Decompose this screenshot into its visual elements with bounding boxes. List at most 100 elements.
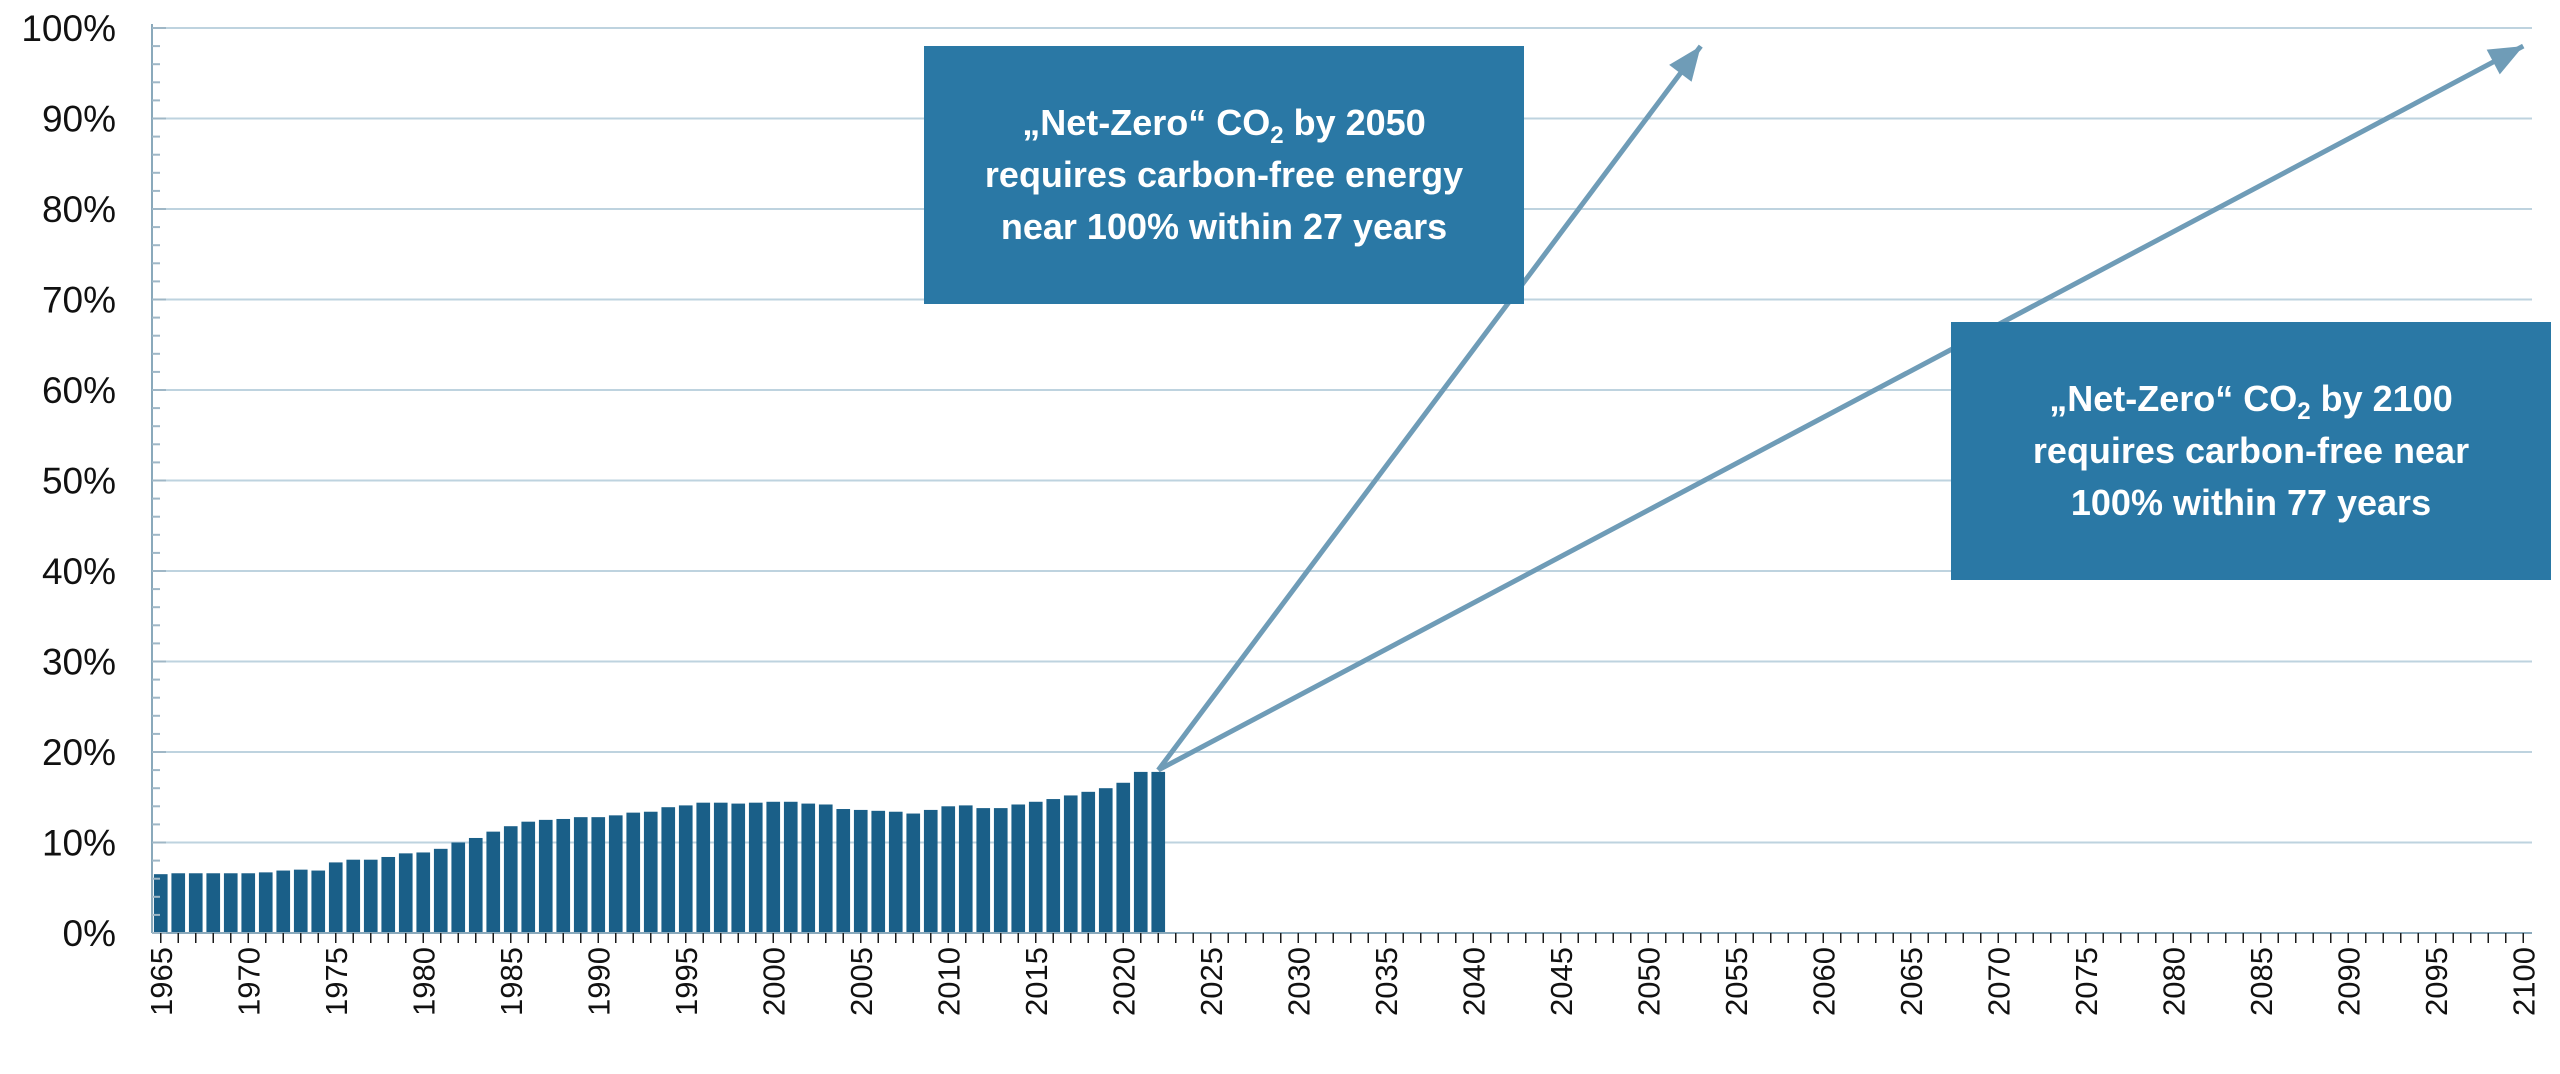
bar — [818, 804, 833, 933]
bar — [783, 801, 798, 933]
bar — [1046, 799, 1061, 933]
bar — [503, 826, 518, 933]
bar — [1116, 782, 1131, 933]
x-tick-label: 2030 — [1281, 947, 1316, 1016]
bar — [923, 809, 938, 933]
y-tick-label: 10% — [42, 823, 116, 864]
bar — [713, 802, 728, 933]
bar — [171, 873, 186, 933]
x-tick-label: 1985 — [494, 947, 529, 1016]
callout-line: „Net-Zero“ CO2 by 2050 — [924, 97, 1524, 149]
bar — [853, 809, 868, 933]
x-tick-label: 2035 — [1369, 947, 1404, 1016]
bar — [293, 869, 308, 933]
bar — [311, 870, 326, 933]
callout-text: by 2050 — [1283, 102, 1426, 143]
callout-text: requires carbon-free energy — [984, 154, 1464, 195]
bar — [748, 802, 763, 933]
x-tick-label: 2050 — [1631, 947, 1666, 1016]
callout-text: „Net-Zero“ CO — [2049, 378, 2298, 419]
bar — [643, 811, 658, 933]
bar — [976, 808, 991, 933]
x-tick-label: 1975 — [319, 947, 354, 1016]
y-tick-label: 90% — [42, 99, 116, 140]
x-tick-label: 2075 — [2069, 947, 2104, 1016]
bar — [258, 872, 273, 933]
bar — [1063, 795, 1078, 933]
bar — [993, 808, 1008, 933]
bar — [153, 874, 168, 933]
y-axis-labels: 0% 10% 20% 30% 40% 50% 60% 70% 80% 90% 100% — [21, 8, 116, 954]
bar — [573, 817, 588, 933]
callout-line: 100% within 77 years — [1951, 477, 2551, 529]
x-tick-label: 2015 — [1019, 947, 1054, 1016]
x-tick-label: 2090 — [2331, 947, 2366, 1016]
x-tick-label: 1970 — [231, 947, 266, 1016]
arrow-head — [1669, 46, 1701, 82]
x-tick-label: 2095 — [2419, 947, 2454, 1016]
bar — [451, 842, 466, 933]
bar — [591, 817, 606, 933]
callout-line: „Net-Zero“ CO2 by 2100 — [1951, 373, 2551, 425]
bar — [521, 821, 536, 933]
callout-text: requires carbon-free near — [2032, 430, 2470, 471]
bar — [941, 806, 956, 933]
bar — [363, 859, 378, 933]
x-tick-label: 2055 — [1719, 947, 1754, 1016]
bar — [241, 873, 256, 933]
x-tick-label: 1980 — [406, 947, 441, 1016]
bar — [678, 805, 693, 933]
bar — [1098, 788, 1113, 933]
x-tick-label: 2020 — [1106, 947, 1141, 1016]
x-tick-label: 1990 — [581, 947, 616, 1016]
callout-text: by 2100 — [2310, 378, 2453, 419]
bar — [1081, 791, 1096, 933]
y-tick-label: 80% — [42, 189, 116, 230]
bar — [731, 803, 746, 933]
x-tick-label: 2045 — [1544, 947, 1579, 1016]
callout-line: requires carbon-free energy — [924, 149, 1524, 201]
bar — [468, 837, 483, 933]
x-axis-labels: 1965 1970 1975 1980 1985 1990 1995 2000 2005 2010… — [144, 947, 2542, 1016]
y-tick-label: 30% — [42, 642, 116, 683]
x-tick-label: 2070 — [1981, 947, 2016, 1016]
x-tick-label: 2005 — [844, 947, 879, 1016]
bar — [1151, 771, 1166, 933]
projection-arrows — [1156, 43, 2525, 773]
bar — [801, 803, 816, 933]
bar — [276, 870, 291, 933]
bar — [766, 801, 781, 933]
callout-net-zero-2050: „Net-Zero“ CO2 by 2050 requires carbon-f… — [924, 46, 1524, 304]
x-tick-label: 2010 — [931, 947, 966, 1016]
bar — [608, 815, 623, 933]
bar — [888, 811, 903, 933]
bar — [836, 809, 851, 933]
callout-text: 100% within 77 years — [2070, 482, 2432, 523]
x-tick-label: 1995 — [669, 947, 704, 1016]
x-tick-label: 1965 — [144, 947, 179, 1016]
x-tick-label: 2060 — [1806, 947, 1841, 1016]
bar — [538, 819, 553, 933]
y-tick-label: 20% — [42, 732, 116, 773]
bar — [626, 812, 641, 933]
bar — [398, 853, 413, 933]
axes — [151, 24, 2532, 943]
arrow-head — [2486, 46, 2524, 75]
y-tick-label: 70% — [42, 280, 116, 321]
bar — [958, 805, 973, 933]
callout-line: near 100% within 27 years — [924, 201, 1524, 253]
projection-line — [1156, 44, 1703, 772]
projection-line — [1157, 43, 2525, 773]
bar — [223, 873, 238, 933]
bar — [346, 859, 361, 933]
bar — [1011, 804, 1026, 933]
bar — [871, 810, 886, 933]
x-tick-label: 2080 — [2156, 947, 2191, 1016]
x-tick-label: 2000 — [756, 947, 791, 1016]
bar — [433, 848, 448, 933]
y-tick-label: 0% — [63, 913, 116, 954]
bar — [328, 862, 343, 933]
callout-subscript: 2 — [1270, 122, 1284, 149]
bar — [188, 873, 203, 933]
